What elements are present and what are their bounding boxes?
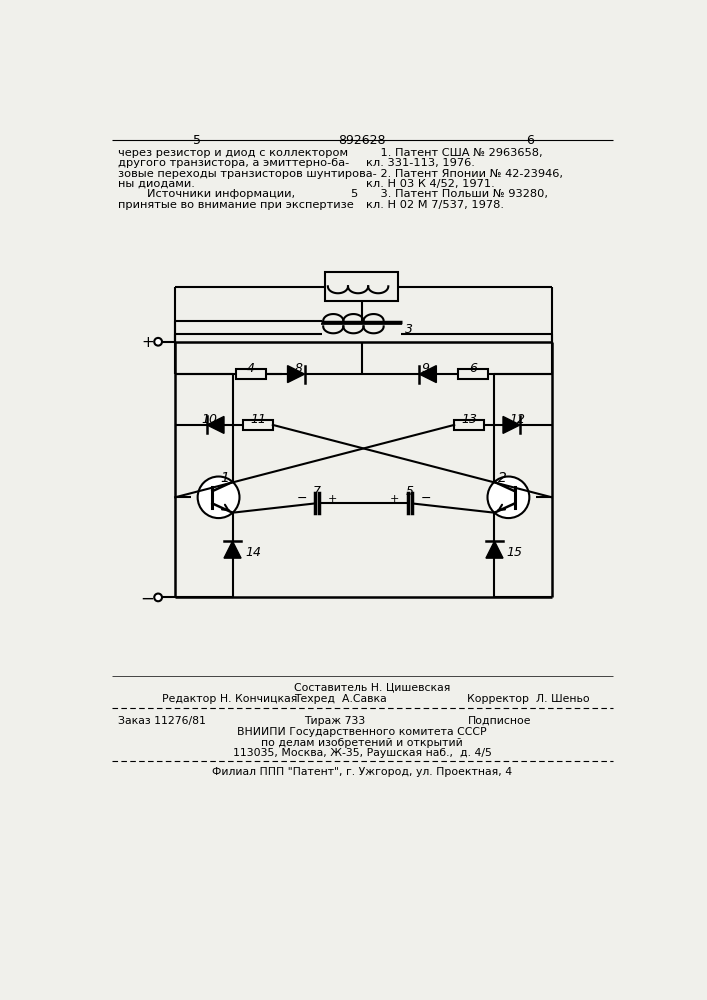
Text: через резистор и диод с коллектором: через резистор и диод с коллектором [118, 148, 348, 158]
Text: 892628: 892628 [338, 134, 386, 147]
Polygon shape [503, 416, 520, 433]
Text: −: − [420, 492, 431, 505]
Text: зовые переходы транзисторов шунтирова-: зовые переходы транзисторов шунтирова- [118, 169, 377, 179]
Text: 11: 11 [250, 413, 266, 426]
Text: 5: 5 [406, 485, 414, 498]
Circle shape [154, 338, 162, 346]
Text: Подписное: Подписное [468, 716, 532, 726]
Text: Составитель Н. Цишевская: Составитель Н. Цишевская [293, 682, 450, 692]
Text: 4: 4 [247, 362, 255, 375]
Polygon shape [486, 541, 503, 558]
Text: 3: 3 [404, 323, 413, 336]
Text: кл. 331-113, 1976.: кл. 331-113, 1976. [366, 158, 474, 168]
Text: 6: 6 [469, 362, 477, 375]
Polygon shape [419, 366, 436, 383]
Text: 1: 1 [221, 471, 229, 485]
Text: Источники информации,: Источники информации, [118, 189, 295, 199]
Text: кл. Н 03 К 4/52, 1971.: кл. Н 03 К 4/52, 1971. [366, 179, 495, 189]
Text: 9: 9 [421, 362, 429, 375]
Circle shape [488, 477, 530, 518]
Text: 8: 8 [294, 362, 303, 375]
Text: Корректор  Л. Шеньо: Корректор Л. Шеньо [467, 694, 589, 704]
Text: Заказ 11276/81: Заказ 11276/81 [118, 716, 206, 726]
Text: 7: 7 [313, 485, 321, 498]
Text: 14: 14 [245, 546, 261, 559]
Polygon shape [224, 541, 241, 558]
Text: 10: 10 [201, 413, 217, 426]
Polygon shape [288, 366, 305, 383]
Text: Тираж 733: Тираж 733 [304, 716, 365, 726]
Polygon shape [207, 416, 224, 433]
Text: 5: 5 [193, 134, 201, 147]
Text: кл. Н 02 М 7/537, 1978.: кл. Н 02 М 7/537, 1978. [366, 200, 504, 210]
Bar [325, 272, 398, 301]
Text: 6: 6 [526, 134, 534, 147]
Text: 2: 2 [498, 471, 507, 485]
Bar [458, 369, 488, 379]
Text: +: + [390, 494, 399, 504]
Text: 15: 15 [507, 546, 523, 559]
Text: Филиал ППП "Патент", г. Ужгород, ул. Проектная, 4: Филиал ППП "Патент", г. Ужгород, ул. Про… [212, 767, 512, 777]
Text: +: + [328, 494, 337, 504]
Text: принятые во внимание при экспертизе: принятые во внимание при экспертизе [118, 200, 354, 210]
Text: Редактор Н. Кончицкая: Редактор Н. Кончицкая [162, 694, 298, 704]
Bar [236, 369, 266, 379]
Text: −: − [140, 589, 154, 607]
Text: 1. Патент США № 2963658,: 1. Патент США № 2963658, [366, 148, 542, 158]
Text: 12: 12 [510, 413, 526, 426]
Text: 2. Патент Японии № 42-23946,: 2. Патент Японии № 42-23946, [366, 169, 563, 179]
Text: 5: 5 [351, 189, 358, 199]
Text: ВНИИПИ Государственного комитета СССР: ВНИИПИ Государственного комитета СССР [237, 727, 486, 737]
Text: ны диодами.: ны диодами. [118, 179, 194, 189]
Circle shape [154, 594, 162, 601]
Circle shape [198, 477, 240, 518]
Text: −: − [296, 492, 307, 505]
Text: другого транзистора, а эмиттерно-ба-: другого транзистора, а эмиттерно-ба- [118, 158, 349, 168]
Text: по делам изобретений и открытий: по делам изобретений и открытий [261, 738, 463, 748]
Text: 113035, Москва, Ж-35, Раушская наб.,  д. 4/5: 113035, Москва, Ж-35, Раушская наб., д. … [233, 748, 491, 758]
Text: 13: 13 [461, 413, 477, 426]
Text: +: + [141, 335, 153, 350]
Text: 3. Патент Польши № 93280,: 3. Патент Польши № 93280, [366, 189, 548, 199]
Bar [454, 420, 484, 430]
Bar [243, 420, 273, 430]
Text: Техред  А.Савка: Техред А.Савка [293, 694, 387, 704]
